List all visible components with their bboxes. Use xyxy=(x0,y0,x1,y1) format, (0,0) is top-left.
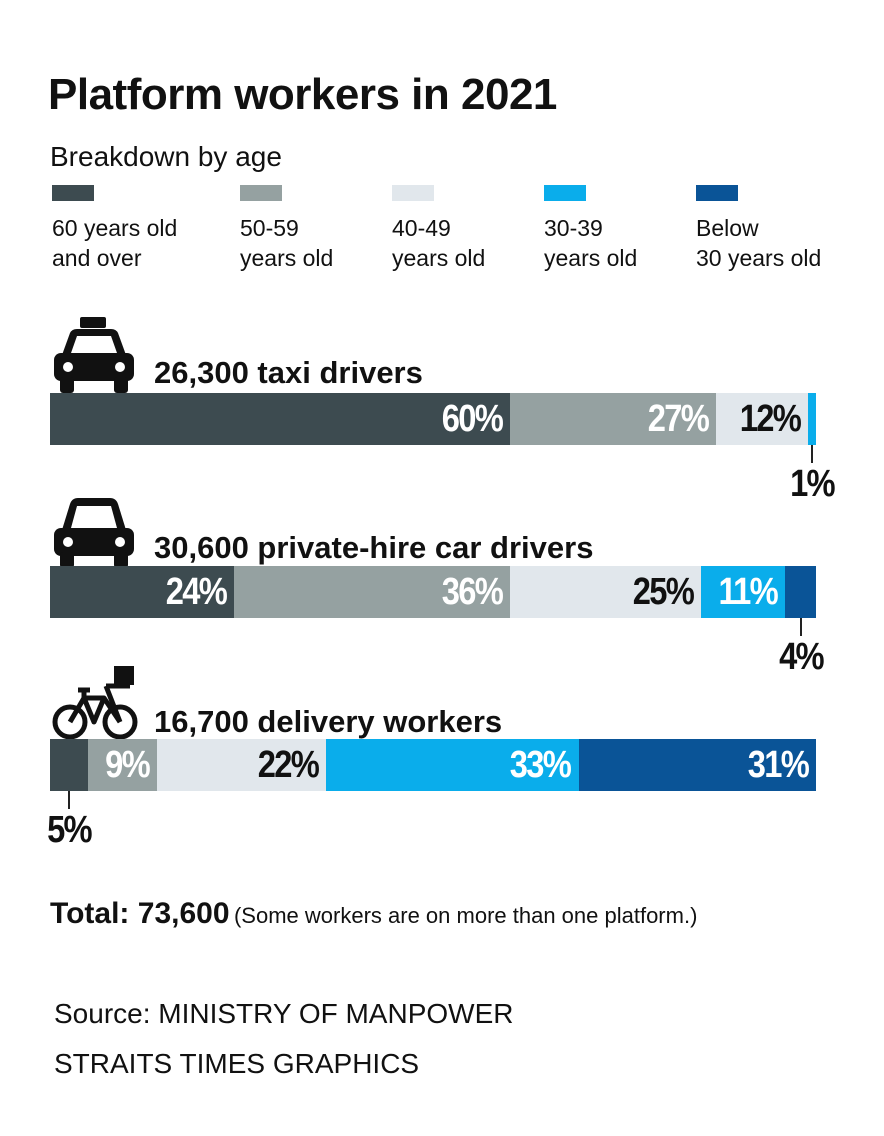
category-header: 26,300 taxi drivers xyxy=(52,315,832,395)
segment-value-label: 25% xyxy=(632,571,695,613)
credit-text: STRAITS TIMES GRAPHICS xyxy=(54,1048,420,1079)
bar-segment: 9% xyxy=(88,739,158,791)
bar-segment: 33% xyxy=(325,739,579,791)
total-label: Total: 73,600 xyxy=(50,897,230,930)
legend-label: 50-59 years old xyxy=(240,215,334,271)
category-label: 16,700 delivery workers xyxy=(154,704,503,739)
delivery-bicycle-icon xyxy=(52,664,138,744)
segment-value-label: 9% xyxy=(105,744,151,786)
legend-label: 30-39 years old xyxy=(544,215,638,271)
taxi-icon xyxy=(52,315,136,395)
stacked-bar: 9% 22% 33% 31% xyxy=(50,739,816,791)
segment-value-label: 11% xyxy=(718,571,779,613)
legend-swatch xyxy=(544,185,586,201)
stacked-bar: 24% 36% 25% 11% xyxy=(50,566,816,618)
callout-label: 4% xyxy=(778,636,825,678)
total-note: (Some workers are on more than one platf… xyxy=(233,903,698,928)
legend-swatch xyxy=(52,185,94,201)
bar-segment: 60% xyxy=(50,393,510,445)
bar-segment: 25% xyxy=(509,566,702,618)
car-icon xyxy=(52,490,136,570)
category-header: 16,700 delivery workers xyxy=(52,664,832,744)
legend-item: 30-39 years old xyxy=(544,185,719,273)
category-label: 26,300 taxi drivers xyxy=(154,355,423,390)
bar-segment: 24% xyxy=(50,566,234,618)
callout-leader-line xyxy=(799,618,802,636)
chart-subtitle: Breakdown by age xyxy=(50,141,282,172)
segment-value-label: 24% xyxy=(165,571,228,613)
legend-swatch xyxy=(696,185,738,201)
callout-leader-line xyxy=(811,445,814,463)
bar-segment xyxy=(785,566,816,618)
segment-value-label: 27% xyxy=(648,398,710,440)
bar-segment: 36% xyxy=(233,566,510,618)
category-header: 30,600 private-hire car drivers xyxy=(52,490,832,570)
segment-value-label: 22% xyxy=(257,744,319,786)
legend-swatch xyxy=(240,185,282,201)
legend-item: 40-49 years old xyxy=(392,185,567,273)
legend-item: 50-59 years old xyxy=(240,185,415,273)
legend-label: 60 years old and over xyxy=(52,215,178,271)
stacked-bar: 60% 27% 12% xyxy=(50,393,816,445)
total-line: Total: 73,600 (Some workers are on more … xyxy=(50,897,697,931)
bar-segment: 31% xyxy=(578,739,816,791)
source-text: Source: MINISTRY OF MANPOWER xyxy=(54,998,514,1029)
callout-label: 1% xyxy=(790,463,836,505)
legend-swatch xyxy=(392,185,434,201)
bar-segment: 11% xyxy=(701,566,786,618)
segment-callout: 1% xyxy=(752,445,872,505)
legend-label: 40-49 years old xyxy=(392,215,486,271)
callout-leader-line xyxy=(68,791,71,809)
category-label: 30,600 private-hire car drivers xyxy=(154,530,594,565)
legend-item: 60 years old and over xyxy=(52,185,227,273)
bar-segment: 27% xyxy=(509,393,717,445)
bar-segment: 22% xyxy=(157,739,326,791)
segment-value-label: 36% xyxy=(441,571,503,613)
segment-value-label: 33% xyxy=(510,744,572,786)
legend-item: Below 30 years old xyxy=(696,185,871,273)
segment-callout: 5% xyxy=(9,791,129,851)
bar-segment: 12% xyxy=(716,393,809,445)
bar-segment xyxy=(808,393,816,445)
bar-segment xyxy=(50,739,89,791)
segment-callout: 4% xyxy=(741,618,861,678)
segment-value-label: 12% xyxy=(740,398,802,440)
callout-label: 5% xyxy=(47,809,93,851)
legend-label: Below 30 years old xyxy=(696,215,822,271)
chart-title: Platform workers in 2021 xyxy=(48,70,557,119)
segment-value-label: 31% xyxy=(747,744,810,786)
segment-value-label: 60% xyxy=(441,398,503,440)
